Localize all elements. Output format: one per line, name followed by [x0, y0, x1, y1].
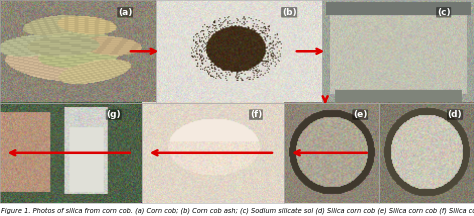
Text: Figure 1. Photos of silica from corn cob. (a) Corn cob; (b) Corn cob ash; (c) So: Figure 1. Photos of silica from corn cob… — [1, 208, 474, 214]
Bar — [379, 103, 474, 203]
Text: (d): (d) — [448, 110, 462, 119]
Bar — [284, 103, 379, 203]
Bar — [0, 103, 142, 203]
Text: (c): (c) — [437, 8, 450, 17]
Bar — [0, 0, 156, 103]
Bar — [156, 0, 322, 103]
Bar — [142, 103, 284, 203]
Bar — [322, 0, 474, 103]
Text: (f): (f) — [250, 110, 262, 119]
Text: (g): (g) — [107, 110, 121, 119]
Text: (a): (a) — [118, 8, 132, 17]
Text: (e): (e) — [353, 110, 367, 119]
Text: (b): (b) — [282, 8, 296, 17]
